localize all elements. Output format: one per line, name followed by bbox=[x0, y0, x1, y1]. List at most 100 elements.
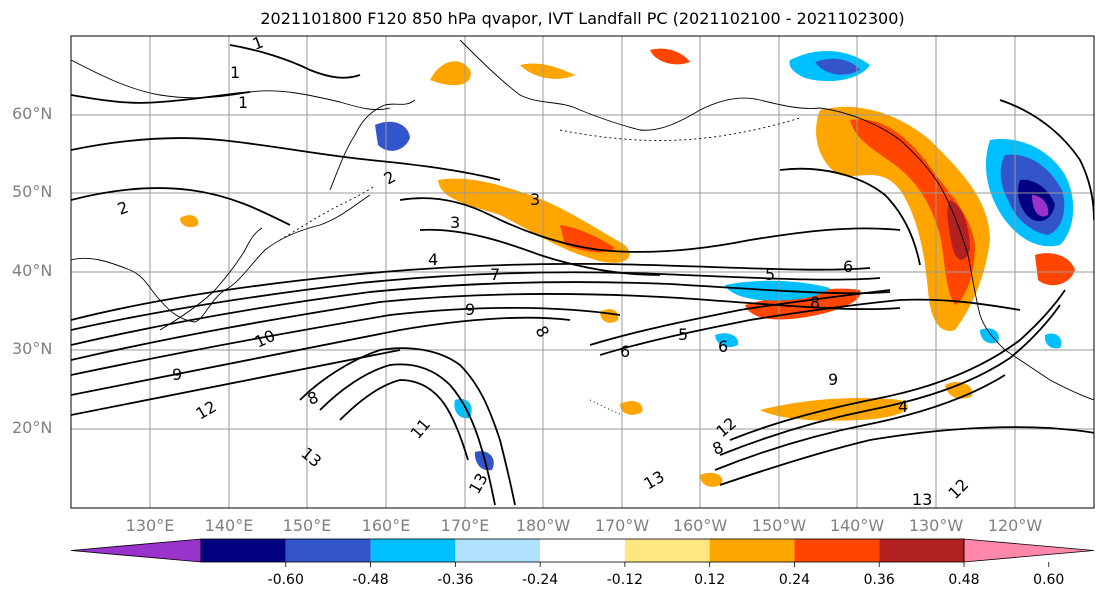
aleutians bbox=[559, 117, 801, 141]
positive-anomaly-south bbox=[760, 398, 908, 421]
contour-line-7 bbox=[71, 349, 401, 416]
contour-line-11 bbox=[599, 298, 1021, 356]
negative-anomaly-small3 bbox=[715, 333, 739, 348]
colorbar-tick-label: -0.36 bbox=[437, 572, 474, 588]
contour-label: 12 bbox=[193, 397, 220, 424]
contour-line-17 bbox=[71, 187, 291, 226]
contour-label: 9 bbox=[828, 370, 838, 389]
colorbar-tick-label: 0.12 bbox=[694, 572, 726, 588]
contour-label: 13 bbox=[297, 444, 325, 472]
contour-line-22 bbox=[71, 91, 251, 104]
lat-label-30n: 30°N bbox=[12, 339, 53, 358]
colorbar-tick-label: -0.60 bbox=[267, 572, 304, 588]
contour-line-13 bbox=[729, 289, 1066, 441]
positive-anomaly-gulf bbox=[650, 48, 690, 65]
positive-anomaly-small5 bbox=[180, 215, 199, 228]
contour-label: 2 bbox=[381, 167, 399, 189]
ivt-contours bbox=[71, 44, 1094, 506]
lat-label-50n: 50°N bbox=[12, 182, 53, 201]
contour-label: 3 bbox=[530, 190, 540, 209]
contour-line-15 bbox=[714, 374, 1006, 471]
kuril-islands bbox=[279, 185, 376, 241]
contour-label: 8 bbox=[810, 293, 820, 312]
contour-label: 1 bbox=[230, 63, 240, 82]
contour-line-4 bbox=[71, 293, 901, 361]
lon-label-180w: 180°W bbox=[515, 516, 571, 535]
lon-label-140w: 140°W bbox=[829, 516, 885, 535]
contour-label: 7 bbox=[490, 265, 500, 284]
map-frame bbox=[70, 35, 1095, 509]
contour-label: 5 bbox=[678, 325, 688, 344]
negative-anomaly-kamchatka bbox=[375, 121, 410, 151]
contour-label: 4 bbox=[428, 250, 438, 269]
contour-label: 10 bbox=[252, 326, 278, 352]
contour-line-18 bbox=[71, 137, 501, 181]
lat-label-20n: 20°N bbox=[12, 418, 53, 437]
lon-label-140e: 140°E bbox=[204, 516, 254, 535]
colorbar-tick-label: -0.12 bbox=[606, 572, 643, 588]
positive-anomaly-small2 bbox=[620, 401, 643, 415]
contour-line-6 bbox=[71, 316, 571, 396]
lon-label-160w: 160°W bbox=[672, 516, 728, 535]
contour-line-21 bbox=[229, 44, 361, 79]
positive-anomaly-alaska bbox=[430, 61, 471, 86]
anomaly-shading bbox=[180, 48, 1075, 487]
lat-label-60n: 60°N bbox=[12, 104, 53, 123]
negative-anomaly-small4 bbox=[980, 328, 999, 344]
negative-anomaly-inland-peak bbox=[1032, 195, 1049, 217]
contour-line-5 bbox=[71, 306, 621, 376]
colorbar-tick-label: -0.48 bbox=[352, 572, 389, 588]
coast-mexico bbox=[1004, 349, 1094, 401]
figure-title: 2021101800 F120 850 hPa qvapor, IVT Land… bbox=[260, 9, 905, 28]
colorbar-tick-label: 0.60 bbox=[1033, 572, 1065, 588]
lon-label-130e: 130°E bbox=[125, 516, 175, 535]
positive-anomaly-small1 bbox=[600, 309, 619, 323]
contour-label: 4 bbox=[898, 397, 908, 416]
negative-anomaly-small5 bbox=[1044, 333, 1062, 349]
contour-line-2 bbox=[71, 271, 881, 331]
colorbar-tick-label: 0.24 bbox=[778, 572, 811, 588]
contour-line-16 bbox=[719, 426, 1094, 486]
coast-asia bbox=[71, 194, 371, 323]
contour-line-3 bbox=[71, 281, 891, 346]
contour-label: 2 bbox=[115, 197, 131, 218]
contour-line-10 bbox=[339, 379, 469, 461]
contour-line-8 bbox=[299, 347, 516, 506]
contour-line-23 bbox=[779, 167, 921, 266]
colorbar-tick-label: 0.36 bbox=[863, 572, 895, 588]
contour-label: 9 bbox=[172, 365, 182, 384]
contour-label: 9 bbox=[465, 300, 475, 319]
contour-label: 12 bbox=[944, 475, 972, 503]
coast-japan bbox=[159, 227, 263, 331]
contour-label: 11 bbox=[407, 415, 435, 443]
contour-label: 6 bbox=[718, 337, 728, 356]
contour-line-14 bbox=[719, 304, 1061, 456]
contour-label: 8 bbox=[532, 323, 554, 341]
contour-label-group: 1 1 1 2 2 3 3 4 5 6 7 8 9 9 9 8 10 12 13… bbox=[115, 32, 972, 509]
contour-line-1 bbox=[71, 262, 871, 321]
coast-na-west bbox=[819, 107, 1006, 351]
colorbar-tick-label: 0.48 bbox=[948, 572, 980, 588]
contour-label: 5 bbox=[765, 265, 775, 284]
colorbar-tick-label: -0.24 bbox=[521, 572, 559, 588]
lon-label-170e: 170°E bbox=[440, 516, 490, 535]
contour-label: 6 bbox=[620, 342, 630, 361]
contour-line-24 bbox=[999, 99, 1094, 221]
lat-label-40n: 40°N bbox=[12, 261, 53, 280]
hawaii bbox=[589, 399, 621, 415]
lon-label-160e: 160°E bbox=[361, 516, 411, 535]
contour-label: 3 bbox=[450, 213, 460, 232]
lon-label-170w: 170°W bbox=[594, 516, 650, 535]
coast-kamchatka bbox=[329, 99, 416, 191]
contour-line-12 bbox=[589, 289, 891, 346]
negative-anomaly-canada-core bbox=[815, 58, 860, 75]
lon-label-130w: 130°W bbox=[908, 516, 964, 535]
contour-line-20 bbox=[419, 228, 661, 276]
contour-line-19 bbox=[399, 197, 901, 253]
lon-label-150w: 150°W bbox=[751, 516, 807, 535]
negative-anomaly-small1 bbox=[454, 399, 472, 419]
contour-label: 13 bbox=[641, 467, 668, 494]
contour-label: 6 bbox=[843, 257, 853, 276]
contour-label: 13 bbox=[912, 490, 932, 509]
